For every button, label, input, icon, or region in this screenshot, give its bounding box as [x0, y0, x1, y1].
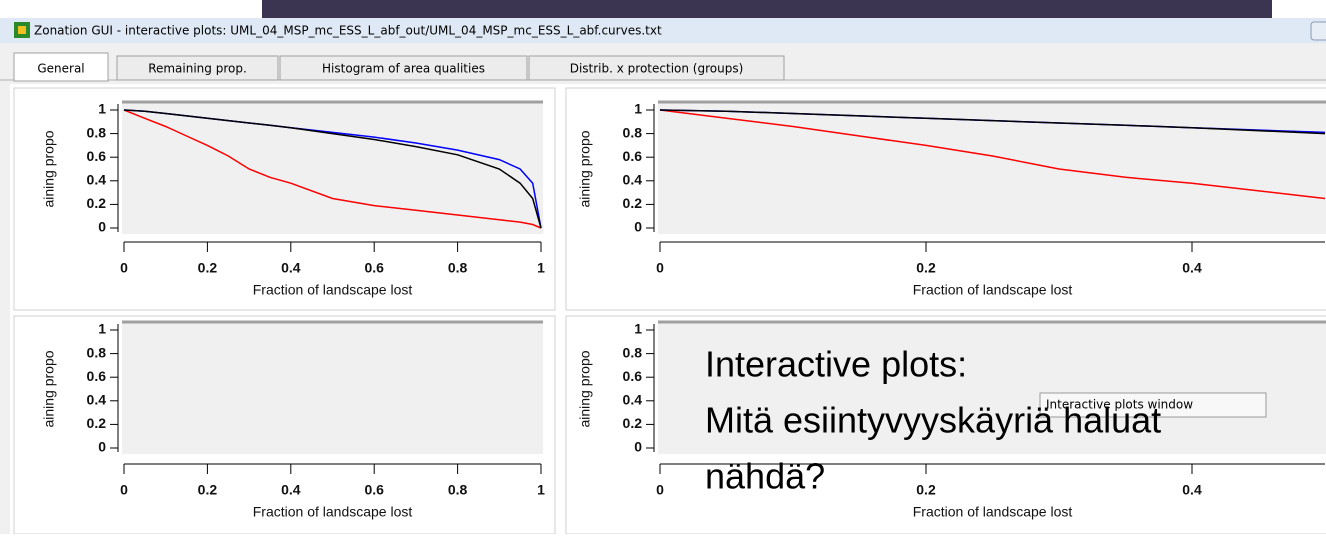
- x-axis-label: Fraction of landscape lost: [253, 504, 413, 520]
- y-tick-label: 0.4: [623, 392, 643, 408]
- y-tick-label: 0.6: [87, 148, 107, 164]
- y-tick-label: 0.8: [87, 344, 107, 360]
- y-tick-label: 0.2: [623, 195, 643, 211]
- y-tick-label: 0.8: [87, 124, 107, 140]
- y-tick-label: 0: [98, 219, 106, 235]
- y-tick-label: 0.2: [623, 415, 643, 431]
- x-tick-label: 0.4: [1182, 482, 1202, 498]
- y-tick-label: 0.2: [87, 195, 107, 211]
- banner: [262, 0, 1272, 18]
- overlay-line: nähdä?: [705, 456, 825, 497]
- y-tick-label: 0.2: [87, 415, 107, 431]
- overlay-line: Mitä esiintyvyyskäyriä haluat: [705, 400, 1161, 441]
- y-tick-label: 1: [634, 321, 642, 337]
- y-axis-label: aining propo: [577, 130, 593, 207]
- y-tick-label: 0.4: [87, 392, 107, 408]
- plot: 0 0.2 0.4 0.6 0.8 1 aining propo 0 0.2 0.4 0.6 0.8 1…: [14, 316, 555, 534]
- screenshot: Zonation GUI - interactive plots: UML_04…: [0, 0, 1326, 534]
- x-tick-label: 1: [537, 260, 545, 276]
- overlay-line: Interactive plots:: [705, 344, 967, 385]
- x-tick-label: 0.4: [1182, 260, 1202, 276]
- y-tick-label: 0.4: [87, 172, 107, 188]
- x-tick-label: 0.4: [281, 482, 301, 498]
- y-tick-label: 0.6: [623, 148, 643, 164]
- x-tick-label: 0: [656, 482, 664, 498]
- y-tick-label: 0.4: [623, 172, 643, 188]
- x-tick-label: 0.2: [198, 482, 218, 498]
- y-tick-label: 0.8: [623, 344, 643, 360]
- x-tick-label: 0: [656, 260, 664, 276]
- plot: 0 0.2 0.4 0.6 0.8 1 aining propo 0 0.2 0.4 Fractio…: [566, 88, 1326, 310]
- x-tick-label: 0.2: [916, 482, 936, 498]
- tab-label[interactable]: Remaining prop.: [148, 62, 247, 76]
- x-axis-label: Fraction of landscape lost: [913, 282, 1073, 298]
- tab-label[interactable]: Histogram of area qualities: [322, 62, 485, 76]
- plot-area: [122, 322, 543, 454]
- y-tick-label: 0.6: [623, 368, 643, 384]
- y-tick-label: 1: [98, 321, 106, 337]
- y-tick-label: 0.8: [623, 124, 643, 140]
- x-tick-label: 1: [537, 482, 545, 498]
- x-tick-label: 0.6: [364, 260, 384, 276]
- x-axis-label: Fraction of landscape lost: [913, 504, 1073, 520]
- plot: 0 0.2 0.4 0.6 0.8 1 aining propo 0 0.2 0.4 0.6 0.8 1…: [14, 88, 555, 310]
- minimize-button[interactable]: [1311, 22, 1326, 40]
- x-tick-label: 0: [120, 482, 128, 498]
- x-tick-label: 0.6: [364, 482, 384, 498]
- y-tick-label: 0: [98, 439, 106, 455]
- plot-area: [122, 102, 543, 234]
- tab-bar: General Remaining prop. Histogram of area …: [14, 53, 784, 81]
- y-tick-label: 0: [634, 219, 642, 235]
- y-tick-label: 0: [634, 439, 642, 455]
- tab-label[interactable]: General: [37, 62, 84, 76]
- x-tick-label: 0.8: [448, 260, 468, 276]
- y-tick-label: 1: [98, 101, 106, 117]
- x-tick-label: 0.2: [198, 260, 218, 276]
- y-axis-label: aining propo: [41, 130, 57, 207]
- y-axis-label: aining propo: [577, 350, 593, 427]
- x-tick-label: 0.8: [448, 482, 468, 498]
- window-title: Zonation GUI - interactive plots: UML_04…: [34, 24, 662, 38]
- x-tick-label: 0: [120, 260, 128, 276]
- x-axis-label: Fraction of landscape lost: [253, 282, 413, 298]
- y-tick-label: 1: [634, 101, 642, 117]
- y-axis-label: aining propo: [41, 350, 57, 427]
- tab-label[interactable]: Distrib. x protection (groups): [570, 62, 744, 76]
- y-tick-label: 0.6: [87, 368, 107, 384]
- x-tick-label: 0.2: [916, 260, 936, 276]
- x-tick-label: 0.4: [281, 260, 301, 276]
- app-icon-inner: [18, 26, 26, 34]
